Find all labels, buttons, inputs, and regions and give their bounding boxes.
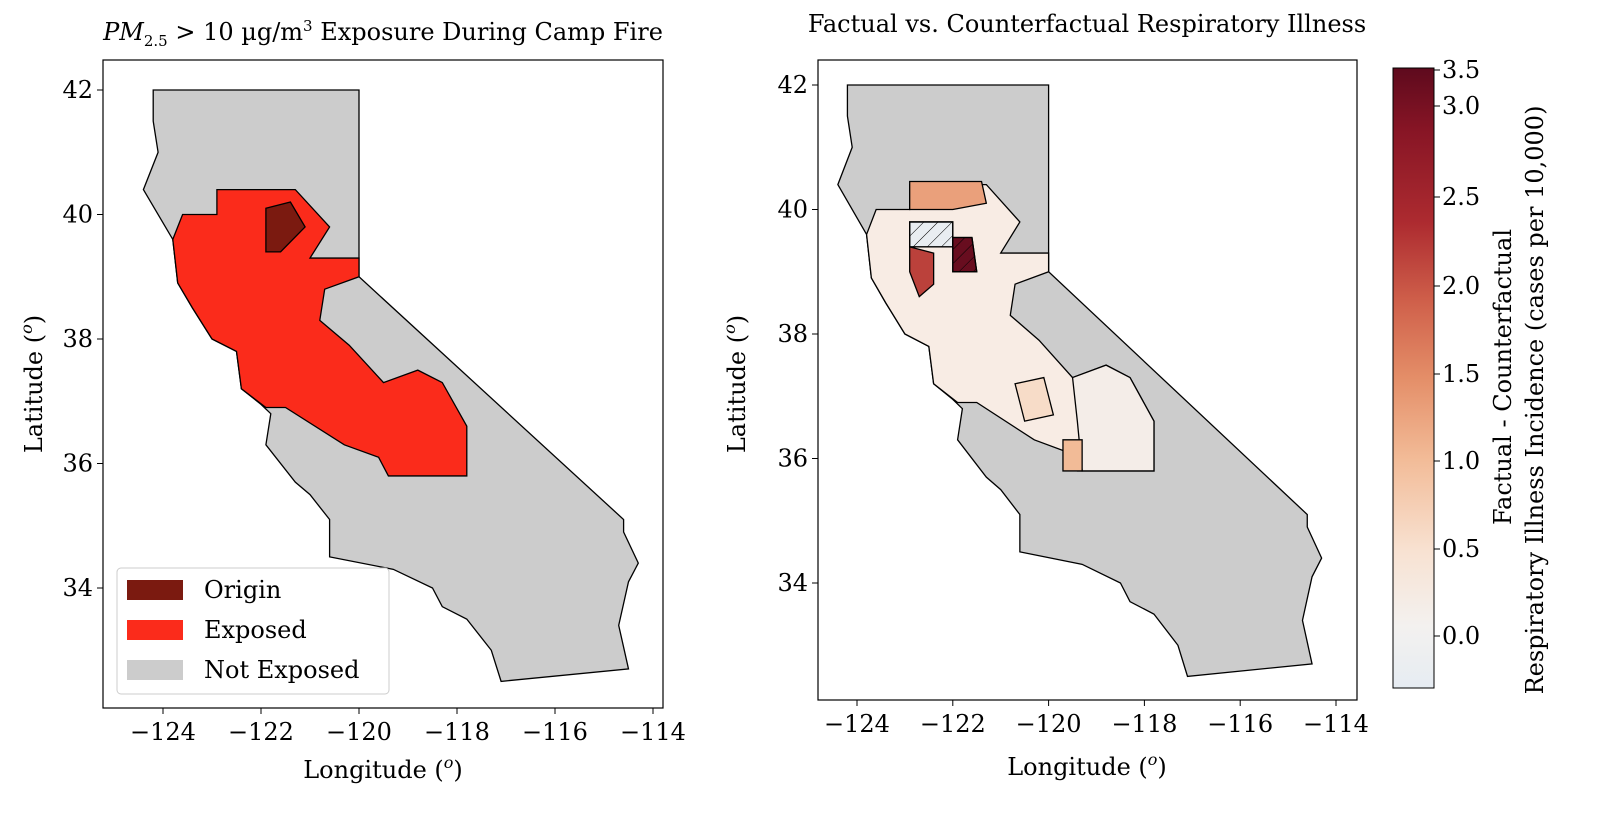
- colorbar-ticks: 3.5 3.0 2.5 2.0 1.5 1.0 0.5 0.0: [1434, 56, 1480, 650]
- x-tick-label: −114: [1303, 710, 1369, 738]
- origin-region: [265, 201, 306, 253]
- exposed-region: [172, 188, 468, 477]
- legend-box: [116, 567, 390, 695]
- right-map: [837, 84, 1323, 678]
- county-kern-north: [1062, 439, 1083, 472]
- x-tick-label: −114: [620, 718, 686, 746]
- colorbar-tick-label: 0.5: [1442, 535, 1480, 563]
- legend-swatch-origin: [127, 580, 183, 600]
- colorbar: [1392, 67, 1435, 689]
- colorbar-tick-label: 1.0: [1442, 447, 1480, 475]
- x-tick-label: −118: [424, 718, 490, 746]
- y-tick-label: 36: [62, 450, 93, 478]
- colorbar-label-line1: Factual - Counterfactual: [1489, 229, 1517, 525]
- y-tick-label: 36: [777, 445, 808, 473]
- colorbar-tick-label: 1.5: [1442, 360, 1480, 388]
- right-ticks: −124 −122 −120 −118 −116 −114 34 36 38 40 42: [777, 71, 1369, 738]
- colorbar-tick-label: 2.0: [1442, 272, 1480, 300]
- right-ylabel: Latitude (o): [720, 315, 751, 453]
- x-tick-label: −116: [1207, 710, 1273, 738]
- legend-swatch-exposed: [127, 620, 183, 640]
- county-tehama: [909, 180, 988, 211]
- legend-swatch-not-exposed: [127, 660, 183, 680]
- colorbar-label-line2: Respiratory Illness Incidence (cases per…: [1521, 106, 1549, 695]
- y-tick-label: 38: [777, 320, 808, 348]
- x-tick-label: −120: [326, 718, 392, 746]
- county-hatch: [952, 236, 978, 273]
- right-xlabel: Longitude (o): [1007, 750, 1167, 781]
- x-tick-label: −122: [920, 710, 986, 738]
- left-ylabel: Latitude (o): [17, 315, 48, 453]
- right-axes-frame: [817, 59, 1358, 701]
- x-tick-label: −116: [522, 718, 588, 746]
- y-tick-label: 42: [777, 71, 808, 99]
- county-madera-fresno: [1014, 376, 1055, 422]
- legend-label-origin: Origin: [204, 576, 281, 604]
- y-tick-label: 34: [62, 574, 93, 602]
- left-title: PM2.5 > 10 µg/m3 Exposure During Camp Fi…: [102, 17, 663, 50]
- colorbar-tick-label: 2.5: [1442, 183, 1480, 211]
- left-ticks: −124 −122 −120 −118 −116 −114 34 36 38 40 42: [62, 76, 686, 746]
- colorbar-tick-label: 3.5: [1442, 56, 1480, 84]
- legend-label-not-exposed: Not Exposed: [204, 656, 359, 684]
- left-map: [142, 89, 640, 683]
- x-tick-label: −124: [824, 710, 890, 738]
- x-tick-label: −122: [228, 718, 294, 746]
- y-tick-label: 40: [777, 196, 808, 224]
- y-tick-label: 40: [62, 201, 93, 229]
- legend-label-exposed: Exposed: [204, 616, 307, 644]
- legend: Origin Exposed Not Exposed: [116, 567, 390, 695]
- x-tick-label: −118: [1111, 710, 1177, 738]
- x-tick-label: −120: [1016, 710, 1082, 738]
- y-tick-label: 38: [62, 325, 93, 353]
- right-title: Factual vs. Counterfactual Respiratory I…: [808, 10, 1366, 38]
- colorbar-tick-label: 0.0: [1442, 622, 1480, 650]
- colorbar-tick-label: 3.0: [1442, 92, 1480, 120]
- county-hatch: [909, 221, 954, 248]
- y-tick-label: 42: [62, 76, 93, 104]
- county-colusa-lake: [909, 246, 935, 298]
- left-xlabel: Longitude (o): [303, 753, 463, 784]
- left-axes-frame: [102, 59, 664, 709]
- x-tick-label: −124: [130, 718, 196, 746]
- county-tulare: [1071, 364, 1155, 472]
- y-tick-label: 34: [777, 569, 808, 597]
